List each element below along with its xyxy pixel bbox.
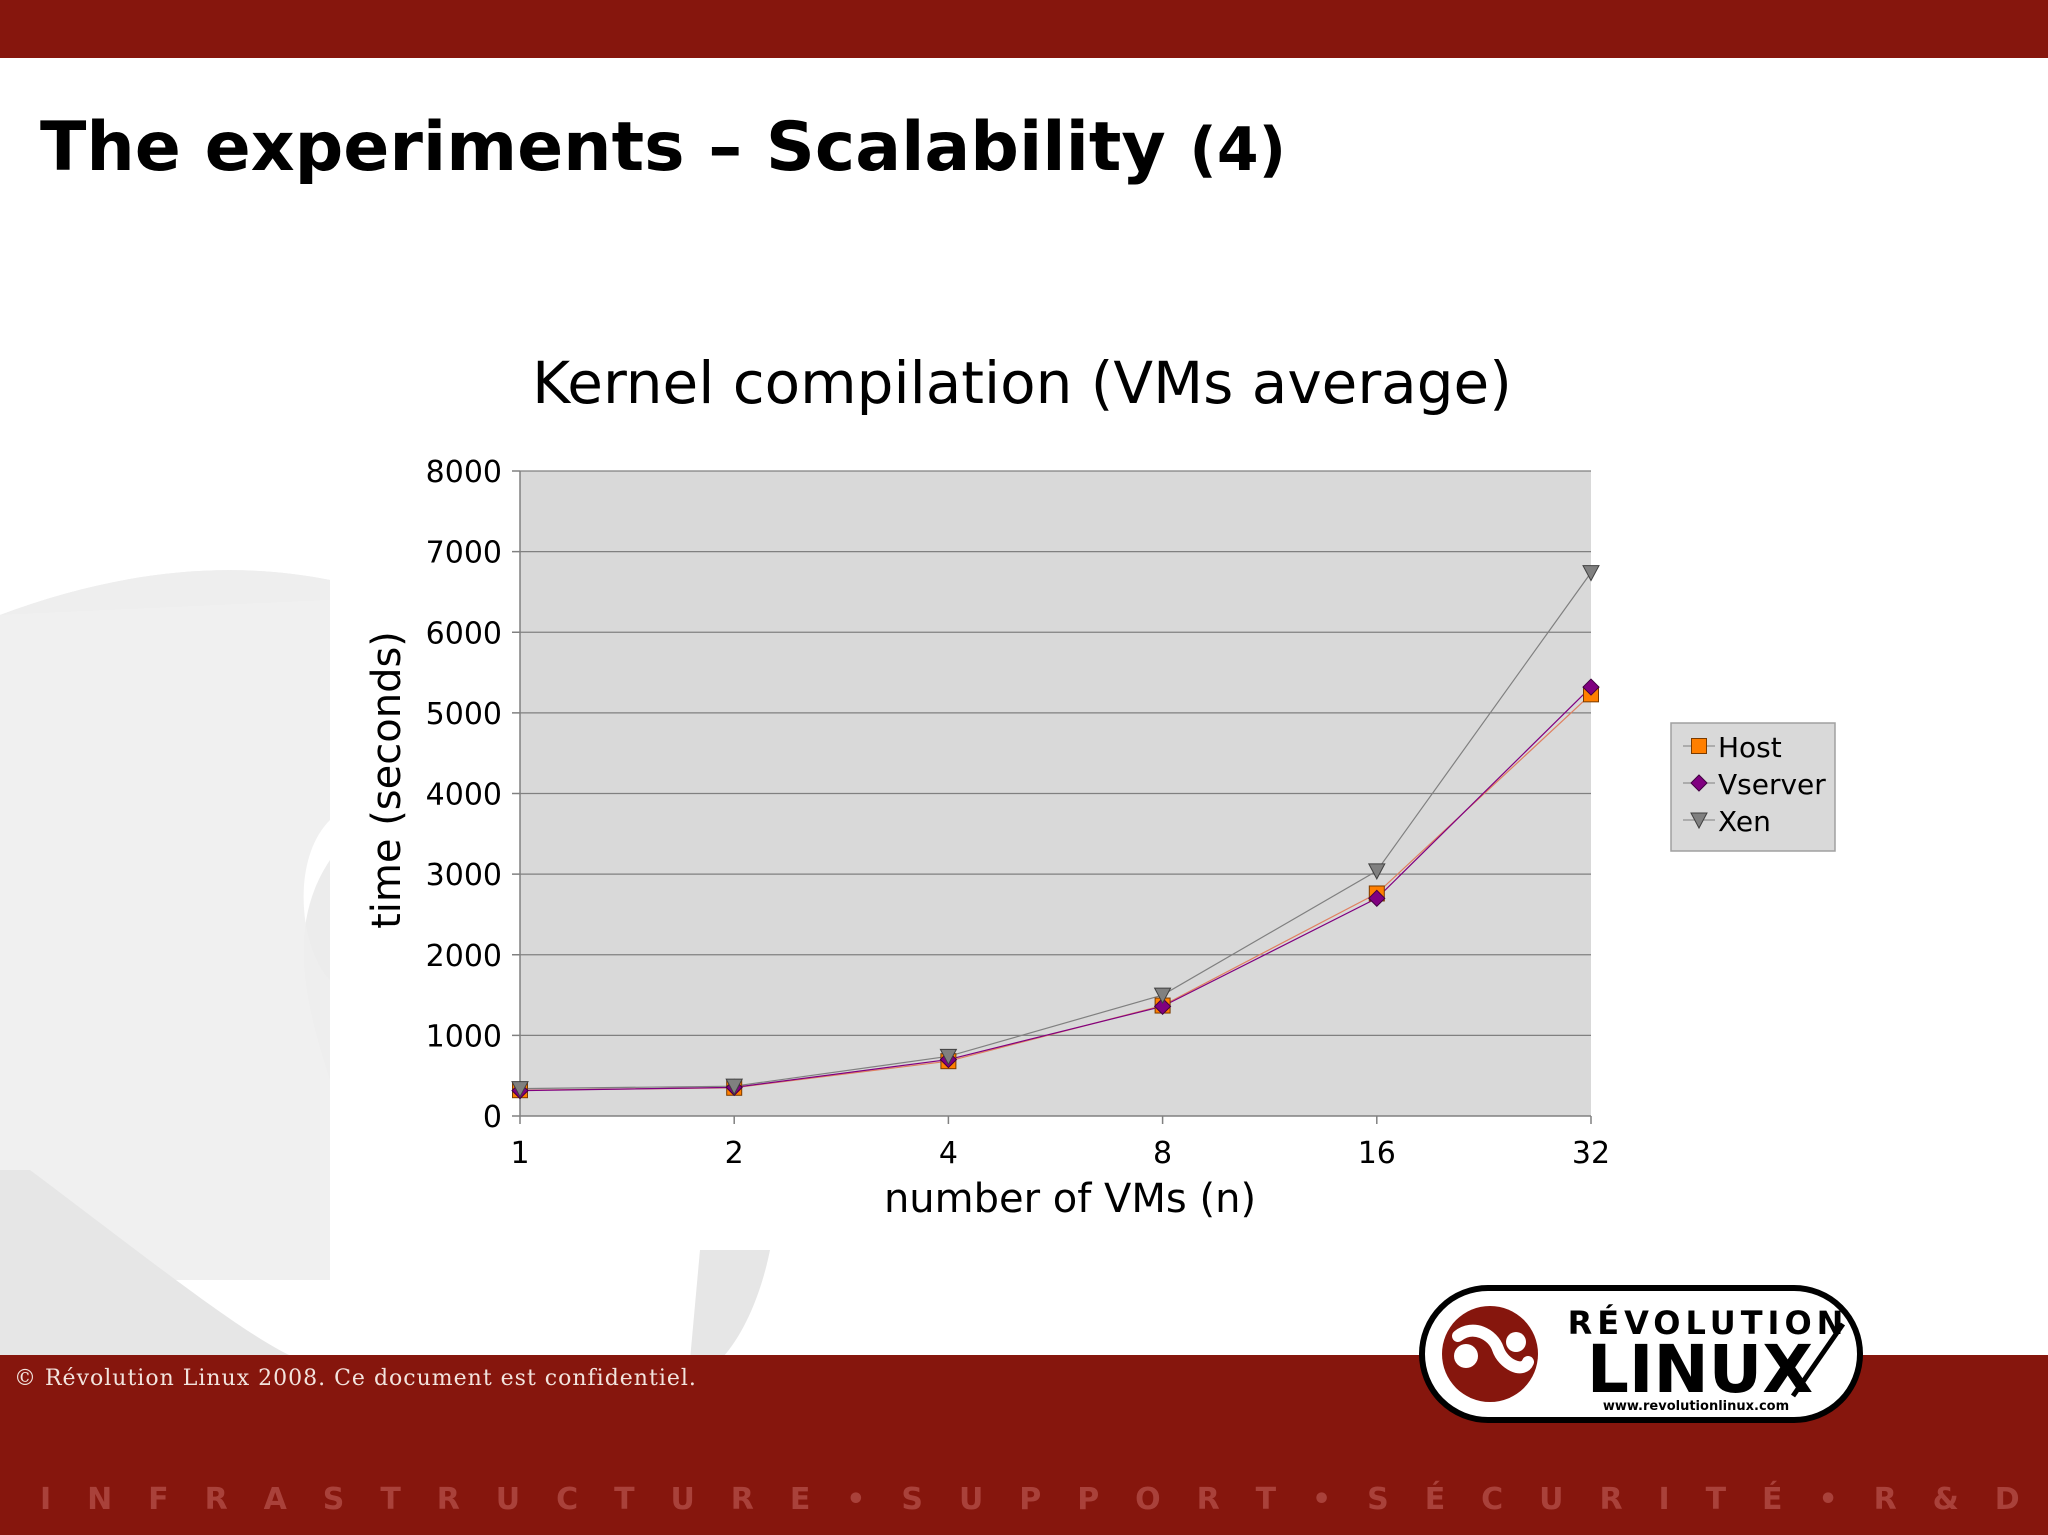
tagline-letter: É — [1762, 1482, 1783, 1517]
tagline-letter: U — [495, 1482, 521, 1517]
tagline-letter: • — [1312, 1482, 1332, 1517]
data-point-xen — [939, 1048, 958, 1066]
x-tick-label: 8 — [1153, 1136, 1172, 1171]
tagline-letter: O — [1135, 1482, 1161, 1517]
tagline-letter: P — [1019, 1482, 1042, 1517]
tagline-letter: A — [263, 1482, 287, 1517]
tagline-letter: D — [1994, 1482, 2020, 1517]
tagline-letter: & — [1932, 1482, 1959, 1517]
tagline-letter: • — [1818, 1482, 1838, 1517]
tagline-letter: S — [1367, 1482, 1389, 1517]
legend-marker-host — [1691, 738, 1707, 754]
series-lines — [519, 572, 1592, 1092]
tagline-letter: C — [1481, 1482, 1504, 1517]
legend-marker-vserver — [1690, 774, 1708, 792]
tagline-letter: S — [322, 1482, 345, 1517]
data-point-vserver — [1368, 889, 1386, 908]
y-tick-label: 0 — [483, 1100, 502, 1135]
data-point-xen — [511, 1081, 529, 1098]
y-tick-label: 4000 — [426, 778, 502, 813]
footer-tagline: I N F R A S T R U C T U R E • S U P P O R T • S É C U R I T É • R & D — [40, 1482, 2020, 1517]
tagline-letter: T — [1255, 1482, 1277, 1517]
tagline-letter: É — [1424, 1482, 1446, 1517]
tagline-letter: R — [1599, 1482, 1623, 1517]
tagline-letter: S — [901, 1482, 924, 1517]
legend-marker-xen — [1690, 812, 1708, 830]
grid-lines — [520, 470, 1591, 1037]
chart-title: Kernel compilation (VMs average) — [532, 349, 1512, 417]
data-point-xen — [1153, 987, 1172, 1005]
tagline-letter: E — [789, 1482, 811, 1517]
series-line-xen — [519, 572, 1592, 1090]
tagline-letter: T — [614, 1482, 635, 1517]
data-point-xen — [1582, 565, 1600, 582]
tagline-letter: • — [846, 1482, 866, 1517]
logo-url: www.revolutionlinux.com — [1603, 1399, 1789, 1414]
tagline-letter: P — [1077, 1482, 1100, 1517]
y-tick-label: 6000 — [426, 616, 502, 651]
x-axis-label: number of VMs (n) — [884, 1176, 1256, 1222]
legend-label: Vserver — [1718, 768, 1826, 801]
y-tick-label: 1000 — [426, 1019, 502, 1054]
axis-ticks — [512, 470, 1592, 1124]
data-point-vserver — [1153, 997, 1172, 1016]
slide-title: The experiments – Scalability (4) — [40, 108, 1286, 187]
tagline-letter: F — [148, 1482, 169, 1517]
y-tick-label: 3000 — [426, 858, 502, 893]
series-line-vserver — [519, 686, 1592, 1092]
revolution-linux-logo: RÉVOLUTION LINUX www.revolutionlinux.com — [1419, 1285, 1863, 1423]
data-point-vserver — [1582, 678, 1600, 696]
tagline-letter: N — [87, 1482, 113, 1517]
tagline-letter: U — [670, 1482, 695, 1517]
x-tick-label: 32 — [1572, 1136, 1610, 1171]
series-markers — [511, 565, 1600, 1100]
y-axis-label: time (seconds) — [364, 631, 410, 929]
tagline-letter: R — [204, 1482, 228, 1517]
slide-title-number: (4) — [1189, 115, 1286, 185]
tagline-letter: I — [1658, 1482, 1670, 1517]
x-tick-label: 4 — [939, 1136, 958, 1171]
y-tick-label: 8000 — [426, 455, 502, 490]
y-tick-label: 7000 — [426, 536, 502, 571]
y-tick-label: 5000 — [426, 697, 502, 732]
tagline-letter: T — [1705, 1482, 1727, 1517]
data-point-xen — [1367, 863, 1386, 880]
y-tick-labels: 0 1000 2000 3000 4000 5000 6000 7000 8000 — [426, 455, 502, 1135]
legend-label: Xen — [1718, 805, 1771, 838]
copyright-notice: © Révolution Linux 2008. Ce document est… — [14, 1366, 697, 1391]
tagline-letter: U — [958, 1482, 984, 1517]
background-swoosh — [0, 570, 770, 1360]
tagline-letter: R — [1196, 1482, 1220, 1517]
x-tick-label: 2 — [725, 1136, 744, 1171]
legend-label: Host — [1718, 731, 1782, 764]
x-tick-label: 16 — [1358, 1136, 1396, 1171]
top-banner — [0, 0, 2048, 58]
tagline-letter: R — [436, 1482, 460, 1517]
tagline-letter: R — [730, 1482, 754, 1517]
x-tick-label: 1 — [510, 1136, 529, 1171]
tagline-letter: I — [40, 1482, 52, 1517]
tagline-letter: R — [1873, 1482, 1897, 1517]
tagline-letter: U — [1539, 1482, 1564, 1517]
y-tick-label: 2000 — [426, 939, 502, 974]
legend: Host Vserver Xen — [1670, 722, 1836, 852]
x-tick-labels: 1 2 4 8 16 32 — [510, 1136, 1610, 1171]
slide-title-main: The experiments – Scalability — [40, 108, 1166, 187]
data-point-xen — [725, 1078, 744, 1096]
logo-word-top: RÉVOLUTION — [1568, 1304, 1849, 1342]
tagline-letter: T — [380, 1482, 401, 1517]
logo-word-main: LINUX — [1587, 1331, 1813, 1408]
tagline-letter: C — [556, 1482, 579, 1517]
